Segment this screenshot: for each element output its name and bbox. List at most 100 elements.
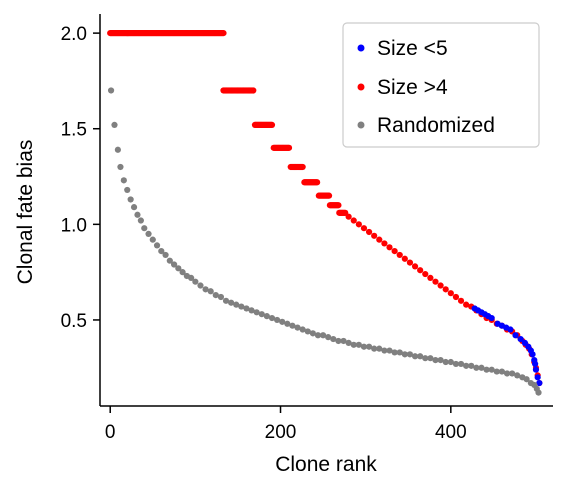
data-point — [220, 30, 227, 37]
data-point — [330, 335, 337, 343]
data-point — [509, 370, 516, 377]
data-point — [149, 236, 156, 243]
data-point — [536, 379, 543, 387]
data-point — [463, 301, 470, 308]
data-point — [406, 351, 414, 358]
data-point — [512, 332, 519, 339]
data-point — [285, 144, 293, 151]
y-tick-label: 0.5 — [61, 311, 87, 332]
data-point — [117, 163, 124, 171]
data-point — [422, 355, 429, 362]
data-point — [250, 87, 257, 94]
y-tick-label: 1.0 — [61, 215, 87, 236]
data-point — [188, 274, 195, 281]
data-point — [360, 343, 368, 350]
data-point — [396, 251, 403, 259]
legend-marker-randomized — [357, 121, 365, 129]
data-point — [360, 225, 368, 232]
data-point — [473, 364, 480, 371]
legend-label-randomized: Randomized — [377, 114, 495, 137]
data-point — [396, 349, 403, 356]
data-point — [299, 326, 306, 333]
data-point — [437, 282, 444, 289]
data-point — [107, 87, 115, 94]
data-point — [212, 291, 219, 299]
data-point — [130, 204, 138, 211]
y-tick-label: 1.5 — [61, 120, 87, 141]
data-point — [258, 311, 265, 318]
data-point — [170, 261, 178, 268]
axes — [99, 14, 553, 407]
data-point — [535, 389, 542, 396]
legend-marker-size-gt4 — [357, 83, 365, 91]
data-point — [228, 299, 235, 306]
data-point — [202, 286, 209, 293]
data-point — [411, 353, 419, 360]
data-point — [386, 347, 393, 354]
data-point — [534, 374, 541, 381]
legend-marker-size-lt5 — [357, 44, 365, 52]
data-point — [207, 288, 214, 295]
data-point — [127, 196, 134, 203]
data-point — [314, 179, 321, 186]
data-point — [134, 211, 141, 218]
data-point — [406, 259, 414, 266]
data-point — [145, 230, 152, 237]
data-point — [268, 314, 276, 322]
data-point — [417, 267, 424, 274]
data-point — [114, 146, 121, 153]
data-point — [179, 269, 186, 276]
data-point — [345, 339, 352, 346]
data-point — [478, 364, 485, 371]
data-point — [422, 270, 429, 278]
data-point — [442, 358, 449, 366]
data-point — [391, 349, 398, 356]
legend: Size <5 Size >4 Randomized — [342, 22, 540, 148]
y-ticks: 0.5 1.0 1.5 2.0 — [61, 24, 100, 332]
data-point — [432, 278, 439, 285]
data-point — [335, 337, 342, 345]
data-point — [447, 290, 454, 297]
data-point — [376, 236, 383, 243]
data-point — [238, 303, 245, 310]
x-tick-label: 400 — [435, 422, 467, 443]
data-point — [141, 225, 148, 232]
data-point — [274, 316, 281, 324]
data-point — [325, 334, 332, 341]
data-point — [463, 362, 470, 369]
data-point — [532, 360, 539, 368]
data-point — [447, 358, 454, 366]
x-ticks: 0 200 400 — [105, 406, 467, 443]
data-point — [124, 186, 131, 194]
data-point — [243, 305, 250, 312]
data-point — [253, 309, 260, 316]
data-point — [233, 301, 240, 308]
data-point — [120, 177, 127, 184]
data-point — [197, 282, 204, 289]
data-point — [263, 313, 270, 320]
data-point — [350, 341, 357, 348]
data-point — [401, 255, 408, 262]
data-point — [137, 217, 144, 224]
data-point — [376, 345, 383, 352]
data-point — [355, 341, 362, 348]
series-2 — [107, 87, 542, 396]
data-point — [355, 221, 362, 228]
legend-label-size-gt4: Size >4 — [377, 76, 448, 99]
data-point — [365, 228, 373, 236]
data-point — [452, 360, 460, 368]
data-point — [350, 217, 357, 224]
data-point — [166, 257, 173, 264]
y-tick-label: 2.0 — [61, 24, 87, 45]
data-point — [468, 362, 475, 369]
data-point — [222, 297, 230, 304]
data-point — [299, 163, 306, 171]
data-point — [294, 324, 301, 331]
data-point — [427, 274, 434, 281]
series-0 — [471, 305, 543, 387]
data-point — [381, 347, 388, 354]
data-point — [365, 343, 373, 350]
y-axis-title: Clonal fate bias — [14, 140, 37, 285]
